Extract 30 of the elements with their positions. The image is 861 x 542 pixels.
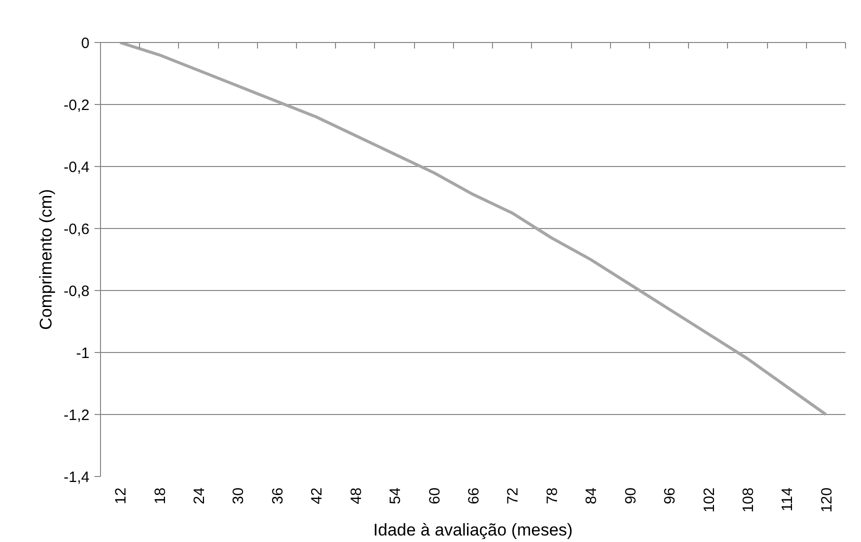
x-tick-label: 108 bbox=[740, 487, 757, 513]
y-tick-label: -1,4 bbox=[64, 469, 90, 486]
x-tick-label: 96 bbox=[662, 487, 679, 504]
x-tick-label: 60 bbox=[426, 487, 444, 504]
y-tick-label: -0,6 bbox=[64, 221, 90, 238]
x-axis-title: Idade à avaliação (meses) bbox=[373, 520, 573, 540]
y-tick-label: -0,2 bbox=[64, 97, 90, 114]
x-tick-label: 78 bbox=[544, 487, 561, 504]
x-tick-label: 114 bbox=[779, 487, 796, 512]
y-tick-label: -1 bbox=[76, 345, 90, 362]
x-tick-label: 24 bbox=[191, 487, 208, 504]
x-tick-label: 42 bbox=[308, 487, 326, 504]
x-tick-label: 66 bbox=[466, 487, 482, 504]
x-tick-label: 48 bbox=[348, 487, 365, 504]
x-tick-label: 84 bbox=[583, 487, 600, 504]
x-tick-label: 36 bbox=[269, 487, 286, 504]
x-tick-label: 120 bbox=[818, 487, 836, 513]
x-tick-label: 90 bbox=[622, 487, 640, 504]
y-axis-title: Comprimento (cm) bbox=[36, 189, 56, 330]
y-tick-label: -1,2 bbox=[64, 407, 90, 424]
x-tick-label: 102 bbox=[700, 487, 718, 513]
y-tick-label: 0 bbox=[81, 35, 90, 52]
x-tick-label: 12 bbox=[112, 487, 130, 504]
x-tick-label: 18 bbox=[152, 487, 169, 504]
y-tick-label: -0,4 bbox=[64, 159, 90, 176]
x-tick-label: 54 bbox=[387, 487, 404, 504]
x-tick-label: 72 bbox=[504, 487, 522, 504]
line-series bbox=[118, 42, 828, 416]
x-tick-label: 30 bbox=[230, 487, 248, 504]
y-tick-label: -0,8 bbox=[64, 283, 90, 300]
